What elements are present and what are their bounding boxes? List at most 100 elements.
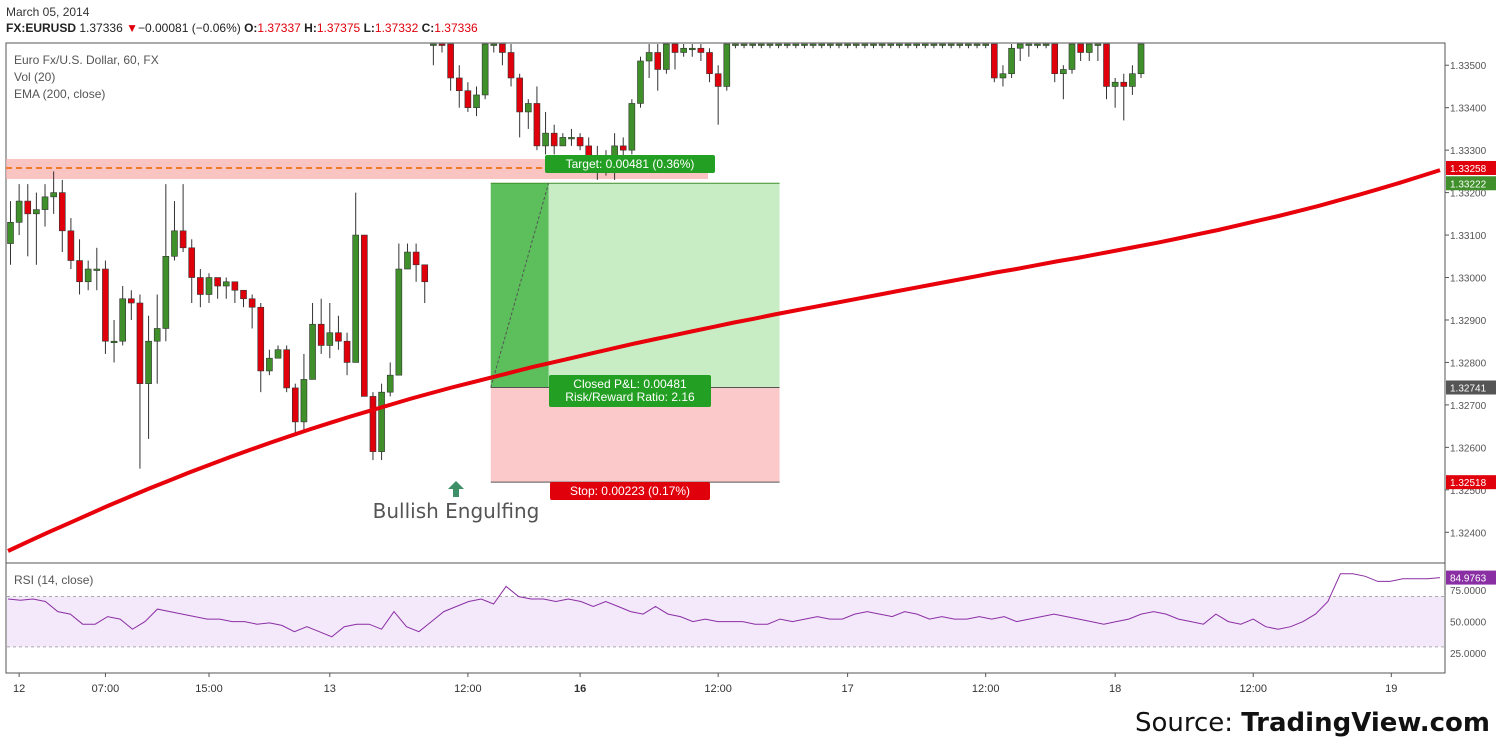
candle-body	[1042, 43, 1050, 46]
time-tick-label: 17	[841, 683, 853, 695]
candle-body	[1051, 43, 1059, 75]
candle-body	[628, 103, 636, 151]
volume-indicator-label[interactable]: Vol (20)	[14, 70, 55, 84]
candle-body	[921, 43, 929, 46]
quote-line: FX:EURUSD 1.37336 ▼−0.00081 (−0.06%) O:1…	[6, 20, 478, 36]
candle-body	[697, 47, 705, 53]
ema-polyline	[7, 168, 1441, 553]
candle-body	[352, 234, 360, 363]
candle-body	[231, 281, 239, 291]
candle-body	[706, 52, 713, 75]
candle-body	[145, 340, 152, 384]
time-tick-label: 19	[1385, 683, 1397, 695]
symbol-label[interactable]: FX:EURUSD	[6, 21, 77, 35]
candle-body	[50, 192, 57, 198]
source-brand: TradingView.com	[1241, 708, 1490, 738]
candle-body	[870, 43, 877, 46]
time-axis[interactable]: 12 07:00 15:00 13 12:00 16 12:00 17 12:00 18 12:00…	[13, 673, 1397, 695]
candle-body	[84, 268, 92, 283]
candle-body	[550, 132, 558, 147]
candle-body	[1129, 73, 1136, 87]
target-label: Target: 0.00481 (0.36%)	[566, 157, 695, 171]
candle-body	[222, 281, 230, 287]
rsi-tick-label: 25.0000	[1450, 649, 1487, 660]
time-tick-label: 12	[13, 683, 25, 695]
price-marker-label: 1.32741	[1450, 383, 1487, 394]
ema-indicator-label[interactable]: EMA (200, close)	[14, 87, 105, 101]
candle-body	[766, 43, 774, 46]
time-tick-label: 12:00	[1239, 683, 1267, 695]
candle-body	[274, 349, 282, 359]
candle-body	[455, 77, 463, 92]
candle-body	[852, 43, 860, 46]
candle-body	[645, 52, 653, 62]
time-tick-label: 18	[1109, 683, 1121, 695]
candle-body	[24, 200, 32, 215]
candle-body	[775, 43, 782, 46]
candle-body	[861, 43, 869, 46]
candle-body	[827, 43, 834, 46]
rsi-pane[interactable]: 75.0000 50.0000 25.0000 84.9763	[7, 570, 1496, 661]
candle-body	[723, 43, 731, 87]
candle-body	[1085, 43, 1093, 53]
candle-body	[688, 47, 696, 51]
candle-body	[740, 43, 748, 46]
target-label-box	[545, 155, 715, 173]
candle-body	[102, 268, 109, 342]
rsi-marker	[1446, 570, 1496, 585]
price-chart[interactable]: Euro Fx/U.S. Dollar, 60, FX Vol (20) EMA…	[0, 0, 1504, 700]
price-axis[interactable]: 1.33500 1.33400 1.33300 1.33200 1.33100 1.330…	[1445, 61, 1496, 539]
candle-body	[1094, 43, 1102, 46]
candle-body	[783, 43, 791, 46]
stop-label-box	[550, 482, 710, 500]
high-label: H:	[304, 21, 317, 35]
candle-body	[896, 43, 903, 46]
price-tick-label: 1.33200	[1450, 189, 1487, 200]
candle-body	[818, 43, 826, 46]
candle-body	[76, 260, 83, 283]
price-marker	[1446, 475, 1496, 490]
series-title[interactable]: Euro Fx/U.S. Dollar, 60, FX	[14, 53, 159, 67]
candle-body	[714, 73, 722, 87]
candle-body	[7, 222, 14, 244]
rsi-tick-label: 75.0000	[1450, 586, 1487, 597]
source-prefix: Source:	[1134, 708, 1242, 738]
candle-body	[1060, 69, 1067, 75]
candle-body	[878, 43, 886, 46]
candle-body	[481, 43, 489, 96]
candle-body	[490, 43, 498, 46]
time-tick-label: 12:00	[454, 683, 482, 695]
candle-body	[153, 328, 161, 342]
candle-body	[887, 43, 895, 46]
time-tick-label: 13	[324, 683, 336, 695]
candle-body	[568, 137, 575, 140]
candle-body	[205, 277, 213, 295]
candle-body	[179, 230, 187, 249]
candle-body	[33, 209, 40, 215]
candle-body	[291, 387, 299, 423]
candle-body	[654, 52, 662, 70]
trade-path	[490, 183, 550, 388]
candle-body	[533, 103, 541, 147]
close-label: C:	[421, 21, 435, 35]
candle-body	[1077, 43, 1084, 53]
last-price: 1.37336	[79, 21, 123, 35]
candle-body	[386, 374, 394, 393]
price-change: −0.00081 (−0.06%)	[137, 21, 241, 35]
candle-body	[41, 196, 49, 210]
candle-body	[248, 298, 256, 308]
trade-zones[interactable]	[490, 182, 780, 483]
candle-body	[404, 251, 411, 270]
candle-body	[343, 340, 351, 363]
candle-body	[671, 43, 679, 53]
candle-body	[197, 277, 204, 295]
price-marker-label: 1.32518	[1450, 478, 1487, 489]
candle-body	[939, 43, 946, 46]
candle-body	[378, 391, 385, 452]
candle-body	[128, 298, 135, 304]
candle-body	[171, 230, 178, 257]
candle-body	[369, 396, 377, 452]
rsi-indicator-label[interactable]: RSI (14, close)	[14, 573, 93, 587]
arrow-up-icon	[448, 481, 464, 497]
candle-body	[732, 43, 739, 46]
